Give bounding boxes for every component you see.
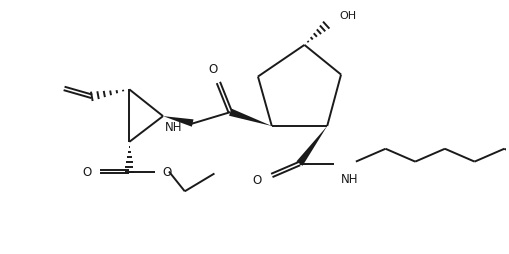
Polygon shape [163, 117, 193, 127]
Text: OH: OH [339, 11, 356, 21]
Text: NH: NH [341, 172, 358, 185]
Text: O: O [162, 165, 171, 178]
Text: NH: NH [165, 121, 183, 134]
Polygon shape [296, 126, 327, 166]
Text: O: O [209, 62, 218, 75]
Text: O: O [82, 165, 92, 178]
Polygon shape [229, 109, 272, 126]
Text: O: O [252, 173, 262, 186]
